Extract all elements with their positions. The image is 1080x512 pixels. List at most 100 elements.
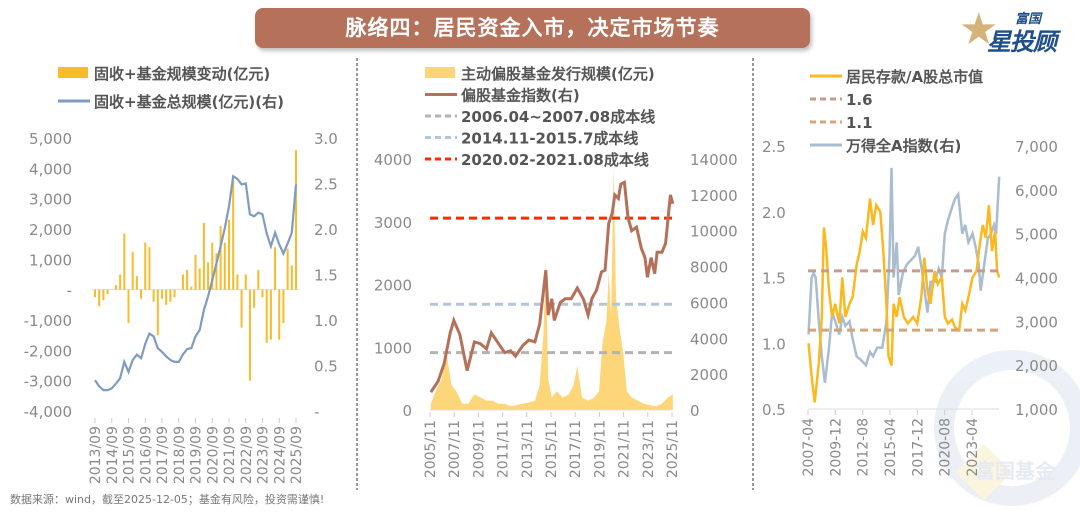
y-tick-label-right: 2000	[690, 366, 728, 384]
bar	[265, 289, 268, 343]
watermark-text: 富国基金	[975, 459, 1056, 483]
bar	[173, 289, 176, 298]
panel-equity-fund-index: 主动偏股基金发行规模(亿元) 偏股基金指数(右) 2006.04~2007.08成本…	[374, 65, 738, 478]
legend-label: 固收+基金总规模(亿元)(右)	[94, 93, 284, 111]
page-title: 脉络四：居民资金入市，决定市场节奏	[255, 8, 810, 48]
watermark-ring-icon	[934, 350, 1080, 506]
x-tick-label: 2025/11	[665, 420, 681, 478]
bar	[269, 289, 272, 340]
y-tick-label-left: -2,000	[24, 342, 72, 360]
bar	[211, 242, 214, 290]
y-tick-label-right: 1.5	[314, 267, 338, 285]
y-tick-label-right: 1.0	[314, 312, 338, 330]
legend-label: 2006.04~2007.08成本线	[461, 108, 655, 126]
y-tick-label-right: 1,000	[1015, 401, 1058, 419]
bar	[165, 289, 168, 305]
y-tick-label-left: 2000	[374, 277, 412, 295]
y-tick-label-left: 1,000	[29, 251, 72, 269]
bar	[261, 289, 264, 298]
y-tick-label-right: 2.0	[314, 221, 338, 239]
legend-label: 主动偏股基金发行规模(亿元)	[461, 65, 655, 83]
deposit-to-market-cap-line	[807, 198, 1001, 403]
y-tick-label-left: -3,000	[24, 373, 72, 391]
x-tick-label: 2025/09	[289, 426, 305, 484]
x-tick-label: 2012-08	[856, 418, 872, 477]
x-tick-label: 2019/09	[189, 426, 205, 484]
watermark: 富国基金	[934, 350, 1080, 506]
x-tick-label: 2013/11	[520, 420, 536, 478]
source-note: 数据来源：wind，截至2025-12-05；基金有风险，投资需谨慎!	[10, 493, 325, 506]
bar	[190, 286, 193, 290]
bar	[148, 247, 151, 290]
bar	[123, 233, 126, 290]
bar	[106, 289, 109, 295]
bar	[94, 289, 96, 298]
x-tick-label: 2016/09	[138, 426, 154, 484]
bar	[278, 289, 281, 340]
bar	[215, 253, 218, 290]
y-tick-label-left: 1000	[374, 339, 412, 357]
bar	[219, 225, 222, 290]
x-tick-label: 2011/11	[496, 420, 512, 478]
logo-small-text: 富国	[1015, 12, 1042, 27]
bar	[248, 289, 251, 381]
x-tick-label: 2017/11	[568, 420, 584, 478]
x-tick-label: 2017/09	[155, 426, 171, 484]
y-tick-label-left: 2.0	[762, 204, 786, 222]
x-tick-label: 2007-04	[801, 418, 817, 477]
bar	[228, 219, 230, 290]
y-tick-label-left: 0	[402, 402, 412, 420]
bar	[102, 289, 105, 301]
y-tick-label-right: 0	[690, 402, 700, 420]
bar	[131, 251, 134, 290]
x-tick-label: 2015/09	[122, 426, 138, 484]
bar	[194, 254, 197, 290]
y-tick-label-left: 4,000	[29, 160, 72, 178]
bar	[202, 222, 205, 290]
bar	[240, 289, 243, 328]
x-tick-label: 2009/11	[471, 420, 487, 478]
y-tick-label-left: 0.5	[762, 401, 786, 419]
bar	[282, 289, 285, 324]
legend-label: 固收+基金规模变动(亿元)	[94, 65, 270, 83]
bar	[161, 289, 163, 299]
y-tick-label-right: -	[314, 403, 319, 421]
issuance-area	[430, 165, 673, 410]
x-tick-label: 2024/09	[272, 426, 288, 484]
x-tick-label: 2022/09	[239, 426, 255, 484]
wind-all-a-index-line	[807, 167, 1001, 383]
y-tick-label-right: 3,000	[1015, 313, 1058, 331]
x-tick-label: 2015/11	[544, 420, 560, 478]
x-tick-label: 2005/11	[423, 420, 439, 478]
y-tick-label-right: 2,000	[1015, 357, 1058, 375]
y-tick-label-left: -1,000	[24, 312, 72, 330]
y-tick-label-right: 14000	[690, 151, 738, 169]
legend-label: 2020.02-2021.08成本线	[461, 151, 649, 169]
bar	[223, 242, 226, 290]
y-tick-label-left: -4,000	[24, 403, 72, 421]
y-tick-label-right: 2.5	[314, 176, 338, 194]
x-tick-label: 2023/11	[641, 420, 657, 478]
y-tick-label-left: 5,000	[29, 130, 72, 148]
bar	[169, 289, 172, 302]
y-tick-label-right: 0.5	[314, 358, 338, 376]
legend-label: 1.1	[846, 114, 873, 132]
y-tick-label-left: 2.5	[762, 138, 786, 156]
bar	[127, 289, 130, 324]
equity-fund-index-line	[429, 179, 675, 393]
x-tick-label: 2023/09	[256, 426, 272, 484]
x-tick-label: 2009-12	[828, 418, 844, 477]
x-tick-label: 2019/11	[592, 420, 608, 478]
logo: ★ 富国 星投顾	[959, 6, 1075, 57]
x-tick-label: 2021/09	[222, 426, 238, 484]
bar	[207, 262, 210, 290]
total-scale-line	[94, 174, 298, 392]
bar	[144, 242, 147, 290]
x-tick-label: 2017-12	[910, 418, 926, 477]
bar	[98, 289, 101, 307]
y-tick-label-left: 3000	[374, 214, 412, 232]
y-tick-label-right: 8000	[690, 259, 728, 277]
star-icon: ★	[959, 4, 999, 55]
bar	[156, 289, 159, 336]
